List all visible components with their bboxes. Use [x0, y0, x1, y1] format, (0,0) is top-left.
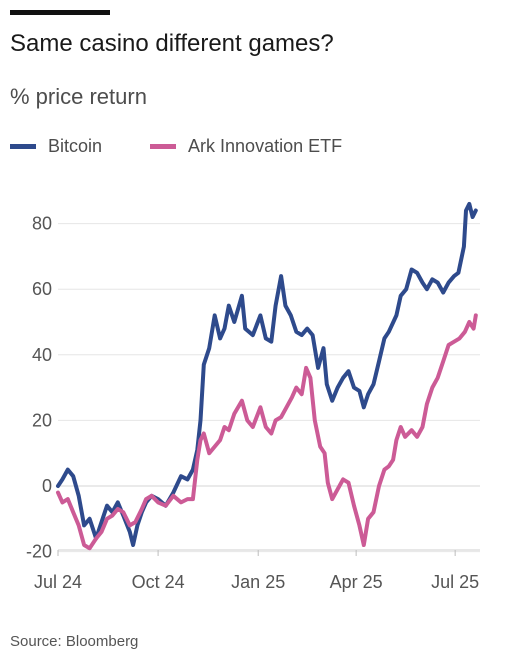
- y-tick-label: 80: [32, 214, 52, 234]
- legend-item-bitcoin: Bitcoin: [10, 136, 102, 157]
- x-tick-label: Oct 24: [132, 572, 185, 592]
- chart-title: Same casino different games?: [10, 30, 334, 57]
- legend: Bitcoin Ark Innovation ETF: [10, 136, 390, 156]
- chart-subtitle: % price return: [10, 84, 147, 109]
- y-tick-label: 20: [32, 410, 52, 430]
- source-note: Source: Bloomberg: [10, 633, 139, 650]
- legend-label-bitcoin: Bitcoin: [48, 135, 103, 156]
- x-tick-label: Jan 25: [231, 572, 285, 592]
- legend-swatch-bitcoin: [10, 143, 36, 149]
- x-tick-label: Jul 24: [34, 572, 82, 592]
- y-tick-label: -20: [26, 542, 52, 562]
- y-tick-label: 60: [32, 279, 52, 299]
- series-line-ark: [56, 313, 478, 551]
- legend-label-ark: Ark Innovation ETF: [188, 135, 343, 156]
- legend-item-ark: Ark Innovation ETF: [150, 136, 342, 157]
- legend-swatch-ark: [150, 143, 177, 149]
- header-rule: [10, 10, 110, 15]
- y-tick-label: 0: [42, 476, 52, 496]
- series-line-bitcoin: [56, 201, 478, 547]
- y-tick-label: 40: [32, 345, 52, 365]
- line-chart: 80 60 40 20 0 -20 Jul 24 Oct 24 Jan 25 Apr 25 Jul …: [26, 201, 480, 592]
- x-tick-label: Apr 25: [330, 572, 383, 592]
- x-tick-label: Jul 25: [431, 572, 479, 592]
